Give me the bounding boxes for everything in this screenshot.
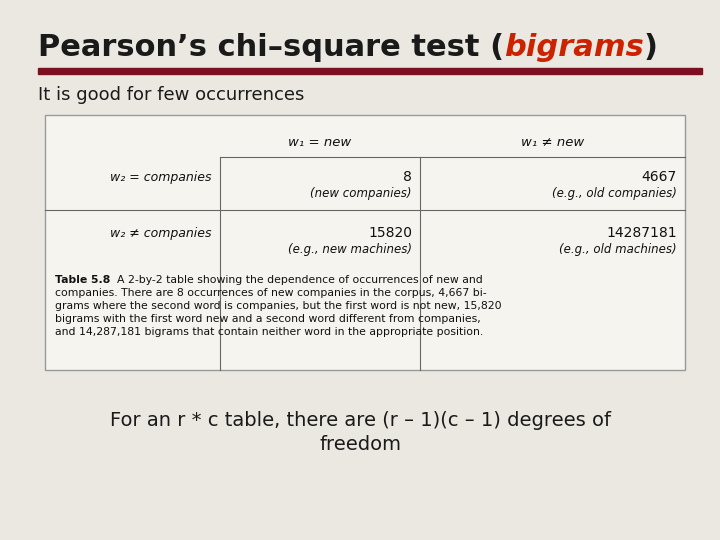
Bar bbox=[38, 68, 702, 74]
Text: 8: 8 bbox=[403, 170, 412, 184]
Text: (e.g., new machines): (e.g., new machines) bbox=[288, 242, 412, 255]
Text: (e.g., old machines): (e.g., old machines) bbox=[559, 242, 677, 255]
Text: Table 5.8: Table 5.8 bbox=[55, 275, 110, 285]
Text: 15820: 15820 bbox=[368, 226, 412, 240]
Text: Table 5.8: Table 5.8 bbox=[55, 275, 110, 285]
Text: freedom: freedom bbox=[319, 435, 401, 455]
Text: w₂ = companies: w₂ = companies bbox=[110, 171, 212, 184]
Text: w₁ = new: w₁ = new bbox=[289, 137, 351, 150]
Text: 14287181: 14287181 bbox=[606, 226, 677, 240]
Text: bigrams: bigrams bbox=[504, 33, 644, 63]
Text: (new companies): (new companies) bbox=[310, 186, 412, 199]
Text: A 2-by-2 table showing the dependence of occurrences of new and: A 2-by-2 table showing the dependence of… bbox=[110, 275, 483, 285]
Text: bigrams with the first word new and a second word different from companies,: bigrams with the first word new and a se… bbox=[55, 314, 481, 324]
Text: Pearson’s chi–square test (: Pearson’s chi–square test ( bbox=[38, 33, 504, 63]
Text: companies. There are 8 occurrences of new companies in the corpus, 4,667 bi-: companies. There are 8 occurrences of ne… bbox=[55, 288, 487, 298]
Text: and 14,287,181 bigrams that contain neither word in the appropriate position.: and 14,287,181 bigrams that contain neit… bbox=[55, 327, 483, 337]
Text: ): ) bbox=[644, 33, 658, 63]
FancyBboxPatch shape bbox=[45, 115, 685, 370]
Text: w₂ ≠ companies: w₂ ≠ companies bbox=[110, 226, 212, 240]
Text: (e.g., old companies): (e.g., old companies) bbox=[552, 186, 677, 199]
Text: w₁ ≠ new: w₁ ≠ new bbox=[521, 137, 584, 150]
Text: For an r * c table, there are (r – 1)(c – 1) degrees of: For an r * c table, there are (r – 1)(c … bbox=[109, 410, 611, 429]
Text: 4667: 4667 bbox=[642, 170, 677, 184]
Text: grams where the second word is companies, but the first word is not new, 15,820: grams where the second word is companies… bbox=[55, 301, 502, 311]
Text: It is good for few occurrences: It is good for few occurrences bbox=[38, 86, 305, 104]
